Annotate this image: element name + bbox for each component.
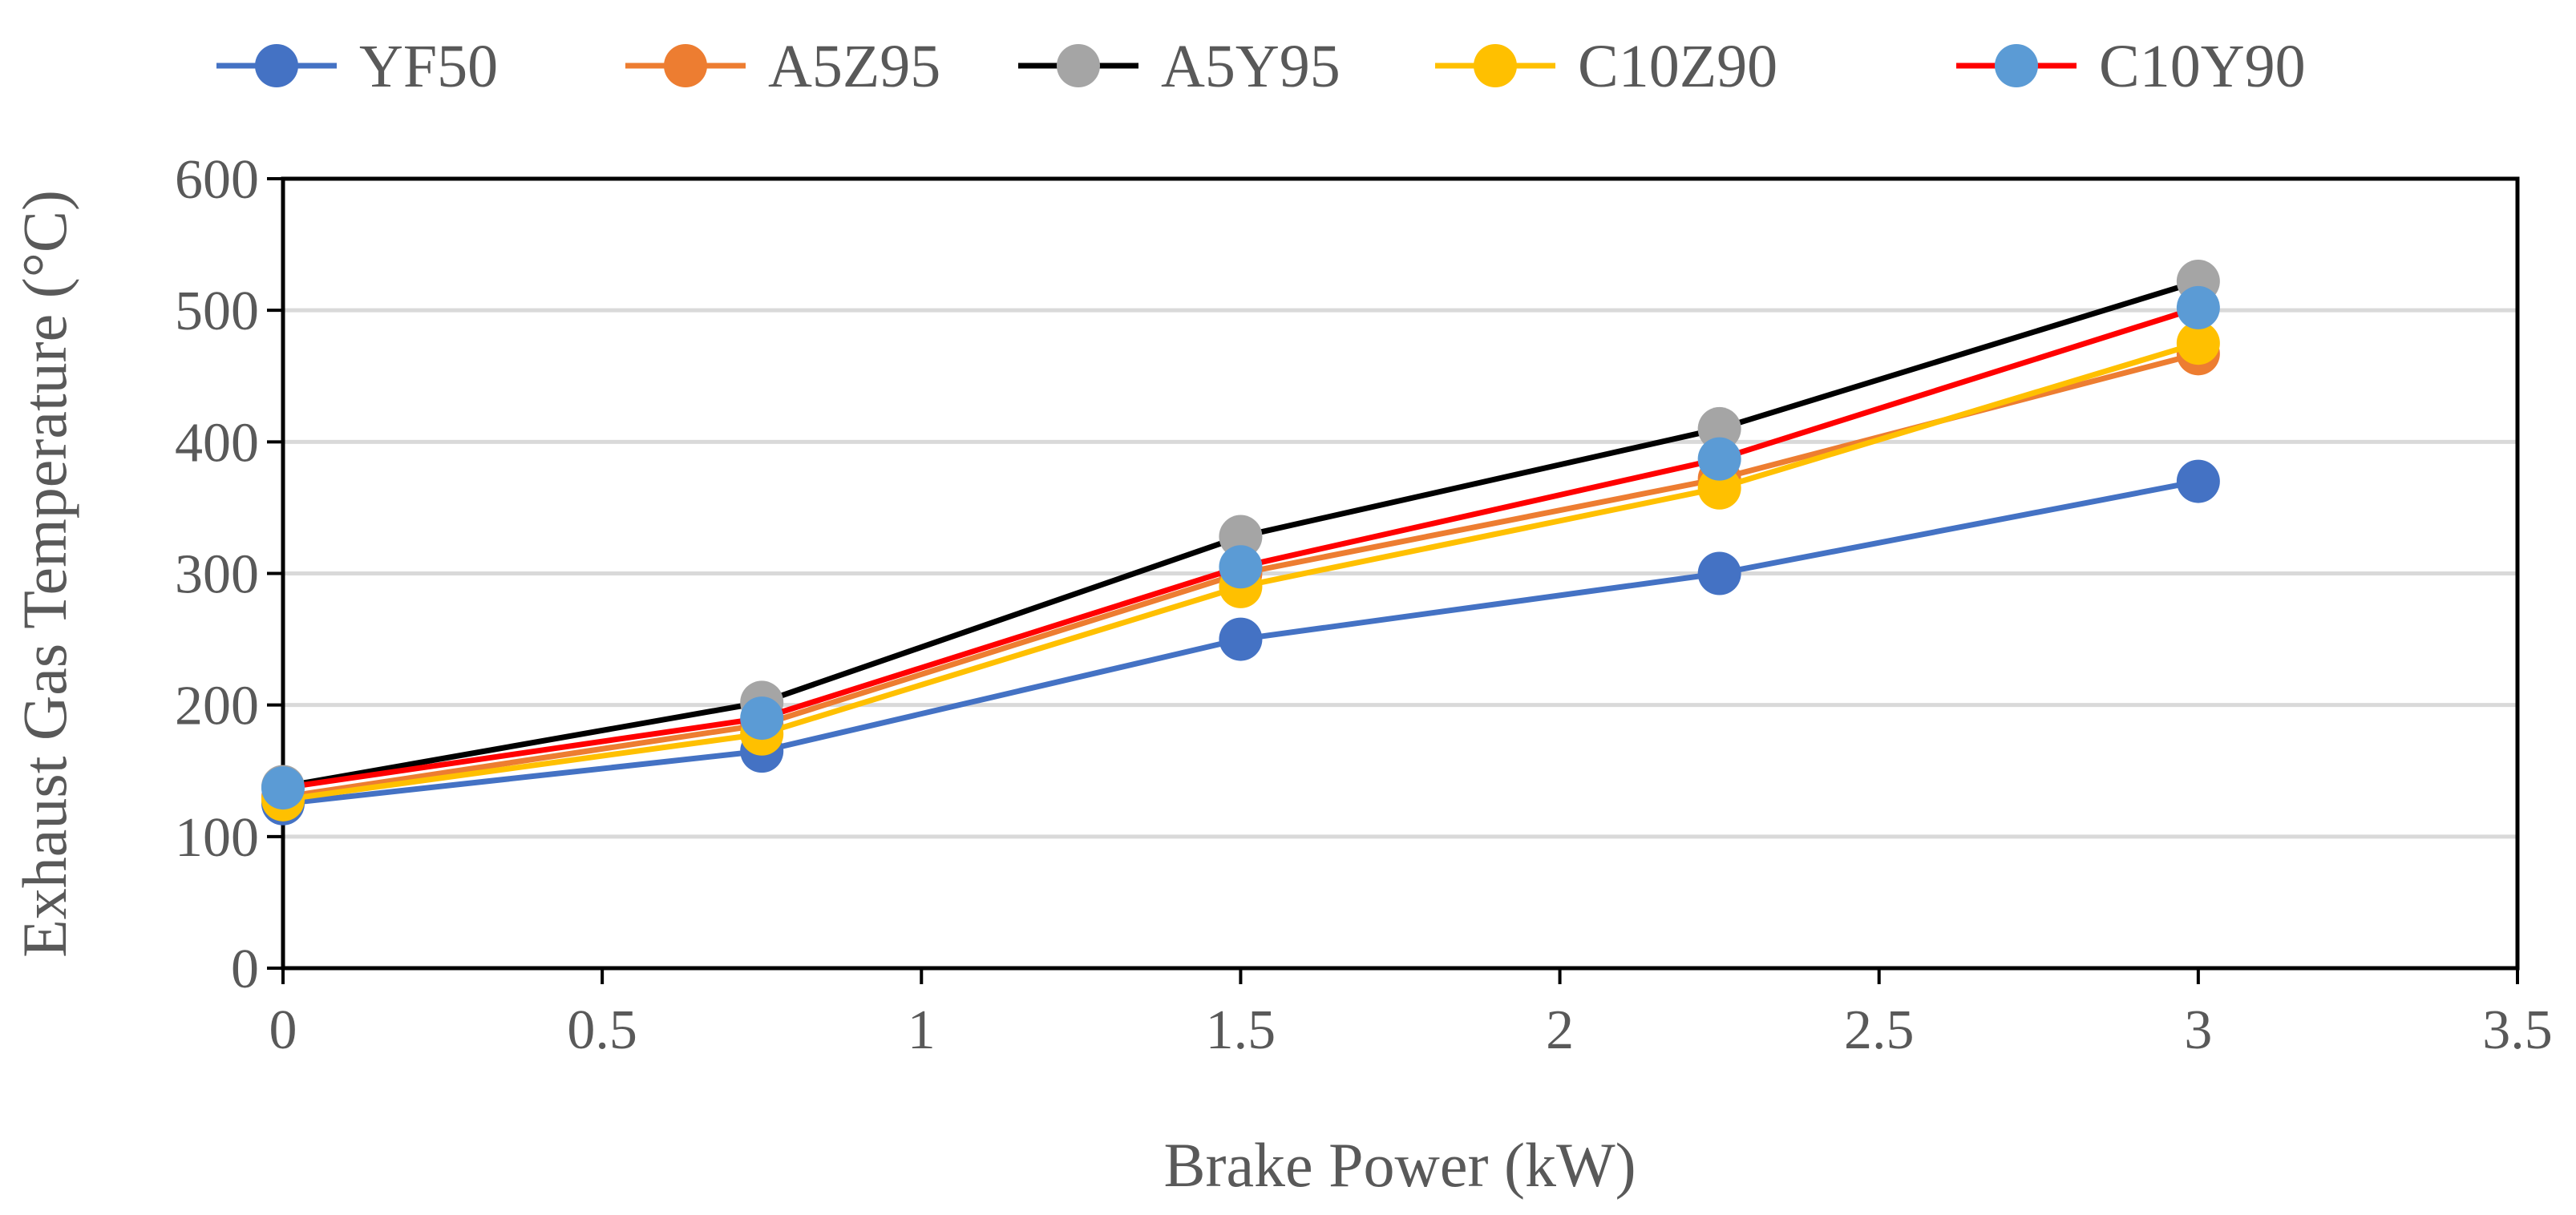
legend-item-yf50: YF50	[216, 33, 498, 100]
data-point-c10y90	[261, 766, 305, 810]
x-tick-label: 1	[908, 999, 936, 1061]
data-point-a5y95	[1697, 406, 1741, 450]
x-tick-label: 2.5	[1844, 999, 1915, 1061]
data-point-c10y90	[1219, 545, 1263, 589]
legend-marker-a5z95	[664, 44, 707, 87]
legend-marker-yf50	[255, 44, 298, 87]
data-point-yf50	[1697, 551, 1741, 595]
data-point-c10y90	[2176, 285, 2220, 329]
y-axis-title: Exhaust Gas Temperature (°C)	[10, 190, 79, 958]
data-point-yf50	[1219, 617, 1263, 661]
y-tick-label: 300	[175, 544, 259, 606]
y-tick-label: 600	[175, 149, 259, 211]
legend-label-a5z95: A5Z95	[768, 33, 940, 100]
legend: YF50 A5Z95 A5Y95 C10Z90 C10Y90	[216, 33, 2306, 100]
gridlines	[283, 308, 2517, 839]
y-tick-label: 200	[175, 676, 259, 737]
x-axis-title: Brake Power (kW)	[1163, 1130, 1636, 1200]
x-tick-label: 2	[1546, 999, 1574, 1061]
y-tick-label: 0	[231, 938, 259, 1000]
legend-item-c10y90: C10Y90	[1956, 33, 2306, 100]
x-tick-label: 3.5	[2482, 999, 2553, 1061]
legend-item-a5y95: A5Y95	[1018, 33, 1341, 100]
y-tick-label: 100	[175, 807, 259, 869]
data-point-yf50	[2176, 459, 2220, 503]
legend-item-a5z95: A5Z95	[625, 33, 940, 100]
x-tick-label: 0.5	[567, 999, 637, 1061]
legend-label-c10y90: C10Y90	[2099, 33, 2306, 100]
series-c10y90	[261, 285, 2220, 810]
legend-label-c10z90: C10Z90	[1578, 33, 1777, 100]
legend-marker-c10z90	[1474, 44, 1517, 87]
y-tick-label: 400	[175, 412, 259, 474]
legend-marker-c10y90	[1995, 44, 2038, 87]
data-point-c10z90	[2176, 321, 2220, 365]
legend-label-yf50: YF50	[359, 33, 498, 100]
y-tick-label: 500	[175, 281, 259, 342]
x-tick-label: 0	[269, 999, 297, 1061]
data-point-c10y90	[1697, 437, 1741, 481]
x-axis-ticks: 0 0.5 1 1.5 2 2.5 3 3.5	[269, 968, 2553, 1061]
x-tick-label: 3	[2184, 999, 2212, 1061]
series-layer	[261, 260, 2220, 825]
data-point-a5y95	[1219, 515, 1263, 559]
legend-item-c10z90: C10Z90	[1435, 33, 1777, 100]
x-tick-label: 1.5	[1206, 999, 1276, 1061]
data-point-c10y90	[740, 696, 784, 741]
series-yf50	[261, 459, 2220, 825]
legend-marker-a5y95	[1057, 44, 1100, 87]
y-axis-ticks: 0 100 200 300 400 500 600	[175, 149, 283, 1000]
legend-label-a5y95: A5Y95	[1161, 33, 1341, 100]
